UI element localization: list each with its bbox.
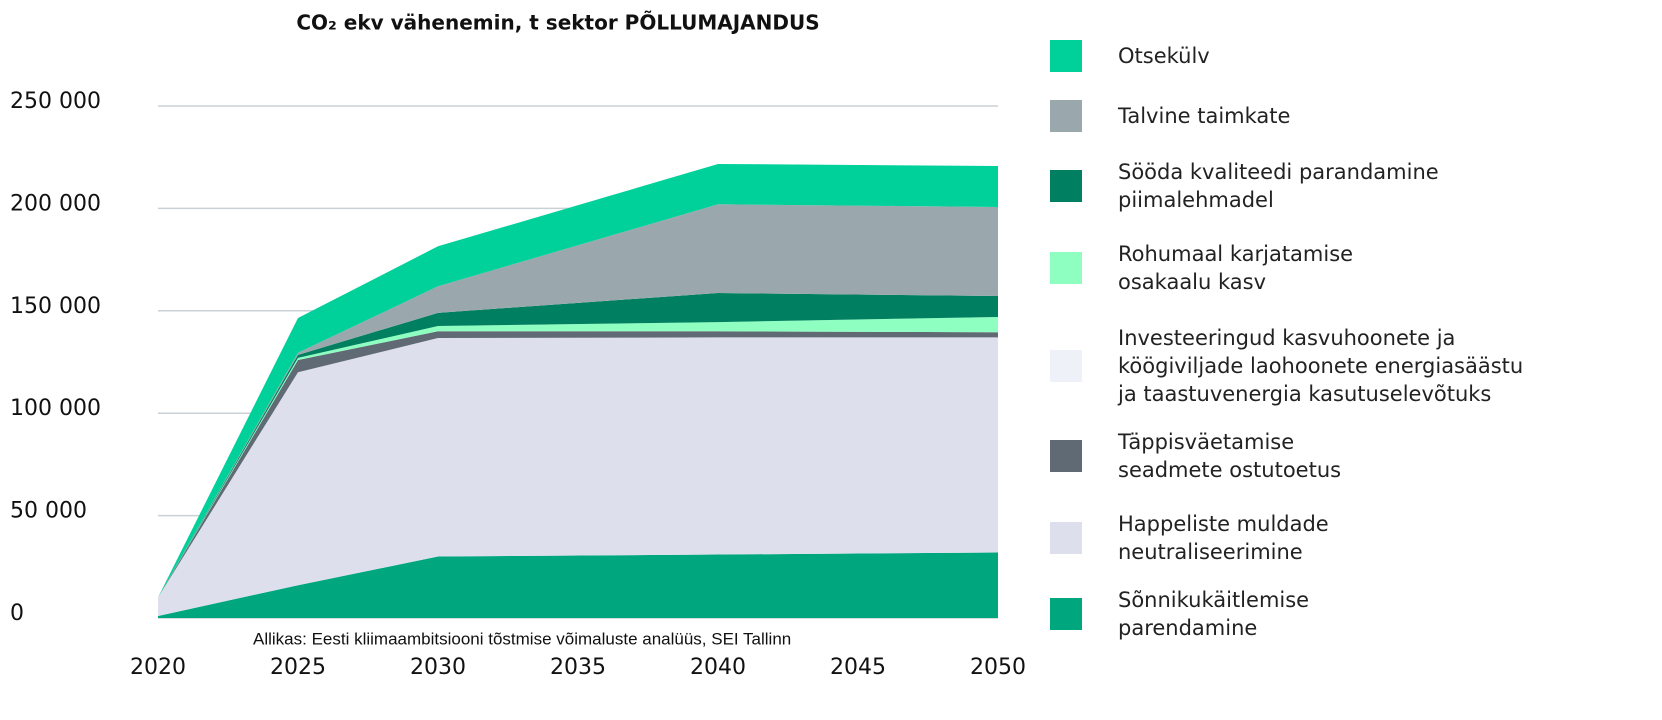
y-tick-label: 0 — [10, 601, 24, 626]
chart-title: CO₂ ekv vähenemin, t sektor PÕLLUMAJANDU… — [296, 11, 819, 35]
x-tick-label: 2045 — [830, 655, 886, 680]
legend-item: Täppisväetamise seadmete ostutoetus — [1050, 428, 1341, 484]
area — [158, 204, 998, 598]
x-tick-label: 2030 — [410, 655, 466, 680]
x-tick-label: 2020 — [130, 655, 186, 680]
legend-label: Happeliste muldade neutraliseerimine — [1118, 512, 1329, 564]
legend-swatch — [1050, 100, 1082, 132]
x-tick-label: 2025 — [270, 655, 326, 680]
legend-label: Talvine taimkate — [1118, 104, 1291, 128]
legend-swatch — [1050, 598, 1082, 630]
y-tick-label: 200 000 — [10, 191, 101, 216]
legend-swatch — [1050, 440, 1082, 472]
legend-label: Otsekülv — [1118, 44, 1210, 68]
legend-item: Rohumaal karjatamise osakaalu kasv — [1050, 240, 1353, 296]
x-tick-label: 2050 — [970, 655, 1026, 680]
legend-swatch — [1050, 40, 1082, 72]
y-tick-label: 150 000 — [10, 294, 101, 319]
legend-label: Rohumaal karjatamise osakaalu kasv — [1118, 242, 1354, 294]
areas — [158, 163, 998, 618]
area — [158, 552, 998, 618]
area — [158, 337, 998, 616]
x-tick-label: 2040 — [690, 655, 746, 680]
legend-item: Talvine taimkate — [1050, 100, 1290, 132]
legend-label: Sööda kvaliteedi parandamine piimalehmad… — [1118, 160, 1439, 212]
legend-swatch — [1050, 350, 1082, 382]
legend-item: Investeeringud kasvuhoonete ja köögivilj… — [1050, 324, 1523, 408]
x-tick-label: 2035 — [550, 655, 606, 680]
legend-item: Sõnnikukäitlemise parendamine — [1050, 586, 1309, 642]
legend-item: Sööda kvaliteedi parandamine piimalehmad… — [1050, 158, 1439, 214]
legend-item: Otsekülv — [1050, 40, 1210, 72]
legend-item: Happeliste muldade neutraliseerimine — [1050, 510, 1329, 566]
y-tick-label: 250 000 — [10, 89, 101, 114]
legend-label: Täppisväetamise seadmete ostutoetus — [1118, 430, 1342, 482]
y-tick-label: 50 000 — [10, 499, 87, 524]
legend-label: Sõnnikukäitlemise parendamine — [1118, 588, 1310, 640]
legend-swatch — [1050, 252, 1082, 284]
legend-swatch — [1050, 522, 1082, 554]
legend-swatch — [1050, 170, 1082, 202]
y-tick-label: 100 000 — [10, 396, 101, 421]
legend-label: Investeeringud kasvuhoonete ja köögivilj… — [1118, 326, 1524, 406]
source-note: Allikas: Eesti kliimaambitsiooni tõstmis… — [253, 629, 791, 648]
